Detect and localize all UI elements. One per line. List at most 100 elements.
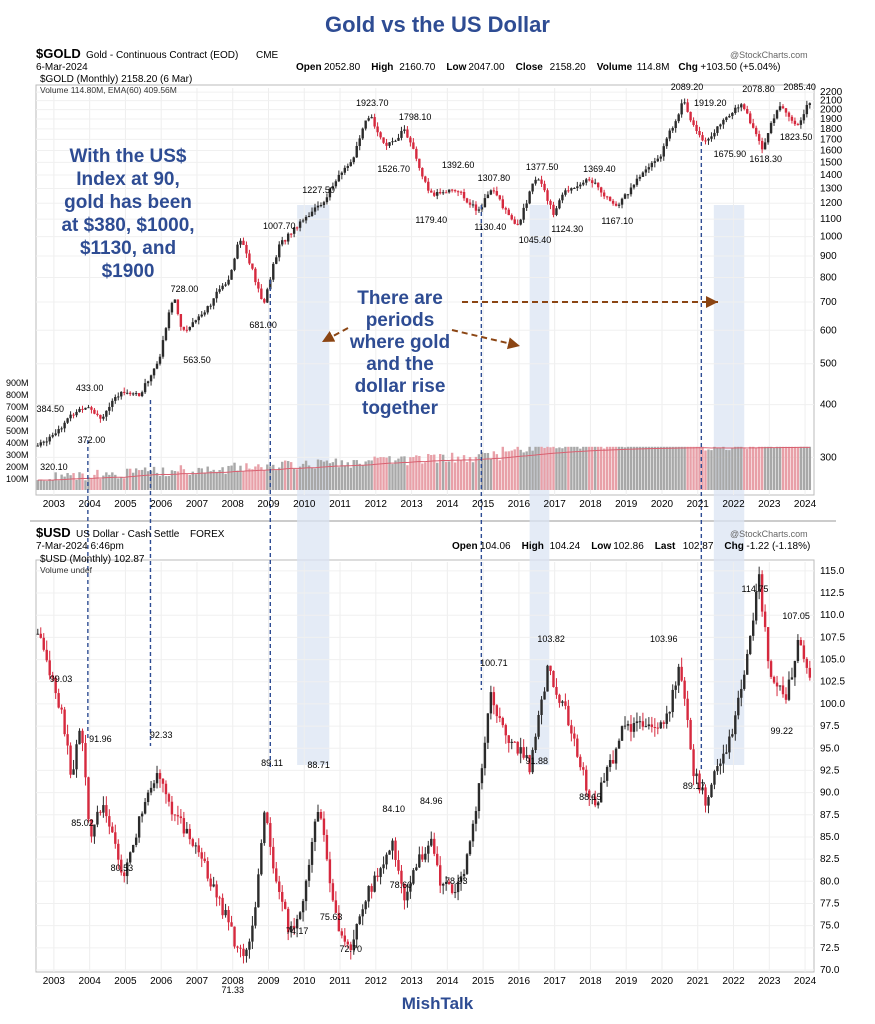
usd-candle — [54, 677, 57, 694]
usd-price-label: 84.10 — [382, 804, 405, 814]
usd-candle — [272, 846, 275, 869]
usd-candle — [501, 717, 504, 726]
gold-candle — [161, 340, 165, 357]
gold-candle — [471, 204, 475, 206]
volume-bar — [394, 460, 397, 490]
volume-bar — [704, 450, 707, 490]
volume-bar — [313, 468, 317, 490]
usd-candle — [66, 734, 69, 746]
gold-candle — [644, 169, 648, 173]
usd-candle — [680, 666, 683, 681]
gold-candle — [441, 192, 445, 194]
volume-bar — [137, 470, 141, 490]
gold-candle — [722, 119, 725, 125]
gold-candle — [149, 375, 153, 382]
volume-bar — [775, 446, 779, 490]
usd-candle — [522, 747, 525, 758]
volume-bar — [128, 468, 132, 490]
ohlc-value: 102.86 — [613, 541, 644, 552]
usd-candle — [710, 784, 713, 798]
usd-candle — [316, 811, 320, 822]
usd-candle — [355, 923, 358, 940]
annotation-left-line: $1900 — [102, 261, 155, 282]
volume-bar — [331, 462, 335, 490]
gold-candle — [388, 142, 391, 146]
volume-bar — [447, 461, 451, 490]
usd-candle — [45, 649, 48, 661]
usd-candle — [671, 689, 674, 713]
usd-price-label: 88.15 — [579, 792, 602, 802]
usd-candle — [322, 818, 326, 835]
ohlc-label: High — [522, 541, 544, 552]
volume-bar — [629, 446, 633, 490]
volume-bar — [561, 448, 564, 490]
gold-xtick: 2008 — [222, 499, 245, 510]
gold-candle — [367, 118, 370, 121]
usd-candle — [462, 873, 466, 877]
volume-bar — [751, 446, 755, 490]
volume-bar — [403, 456, 406, 490]
gold-price-label: 1377.50 — [526, 162, 559, 172]
usd-candle — [778, 685, 782, 687]
gold-candle — [525, 203, 528, 208]
usd-ytick: 95.0 — [820, 743, 840, 754]
gold-candle — [337, 174, 341, 182]
gold-candle — [695, 124, 698, 132]
volume-bar — [45, 480, 48, 490]
gold-price-label: 2078.80 — [742, 84, 775, 94]
usd-candle — [647, 724, 651, 727]
volume-bar — [373, 456, 376, 490]
usd-candle — [707, 797, 710, 806]
usd-candle — [281, 891, 284, 902]
usd-candle — [373, 875, 376, 892]
usd-plot-frame — [35, 559, 815, 973]
volume-bar — [495, 454, 499, 490]
gold-candle — [391, 141, 394, 143]
annotation-center-line: dollar rise — [355, 376, 446, 397]
gold-candle — [221, 285, 224, 290]
usd-candle — [93, 824, 96, 837]
gold-candle — [778, 106, 782, 111]
usd-candle — [36, 633, 39, 635]
volume-bar — [701, 446, 704, 490]
volume-bar — [638, 446, 642, 490]
ohlc-value: 2052.80 — [324, 62, 361, 73]
gold-candle — [671, 128, 674, 131]
volume-bar — [498, 460, 502, 490]
usd-candle — [251, 925, 254, 942]
usd-candle — [418, 854, 421, 868]
gold-candle — [215, 291, 218, 299]
usd-candle — [367, 886, 370, 902]
volume-bar — [579, 448, 582, 490]
gold-candle — [459, 191, 463, 193]
volume-bar — [671, 446, 674, 490]
gold-candle — [507, 209, 510, 216]
gold-candle — [155, 363, 159, 369]
usd-name: US Dollar - Cash Settle — [76, 529, 180, 540]
usd-candle — [364, 901, 367, 910]
gold-ytick: 1200 — [820, 198, 843, 209]
usd-candle — [278, 881, 281, 892]
usd-date: 7-Mar-2024 6:46pm — [36, 541, 124, 552]
volume-bar — [599, 446, 603, 490]
usd-candle — [552, 670, 555, 688]
usd-candle — [39, 633, 42, 638]
volume-bar — [424, 462, 427, 490]
usd-candle — [614, 748, 618, 764]
volume-bar — [692, 446, 695, 490]
gold-candle — [716, 126, 719, 133]
gold-price-label: 320.10 — [40, 462, 68, 472]
gold-candle — [796, 124, 800, 126]
gold-candle — [54, 433, 57, 436]
gold-candle — [641, 172, 645, 177]
ohlc-label: Open — [452, 541, 478, 552]
volume-bar — [191, 471, 194, 490]
gold-candle — [272, 263, 275, 280]
usd-candle — [173, 814, 177, 816]
volume-bar — [716, 447, 719, 490]
gold-candle — [674, 121, 677, 129]
usd-candle — [775, 682, 779, 687]
volume-bar — [665, 446, 668, 490]
gold-xtick: 2013 — [400, 499, 423, 510]
